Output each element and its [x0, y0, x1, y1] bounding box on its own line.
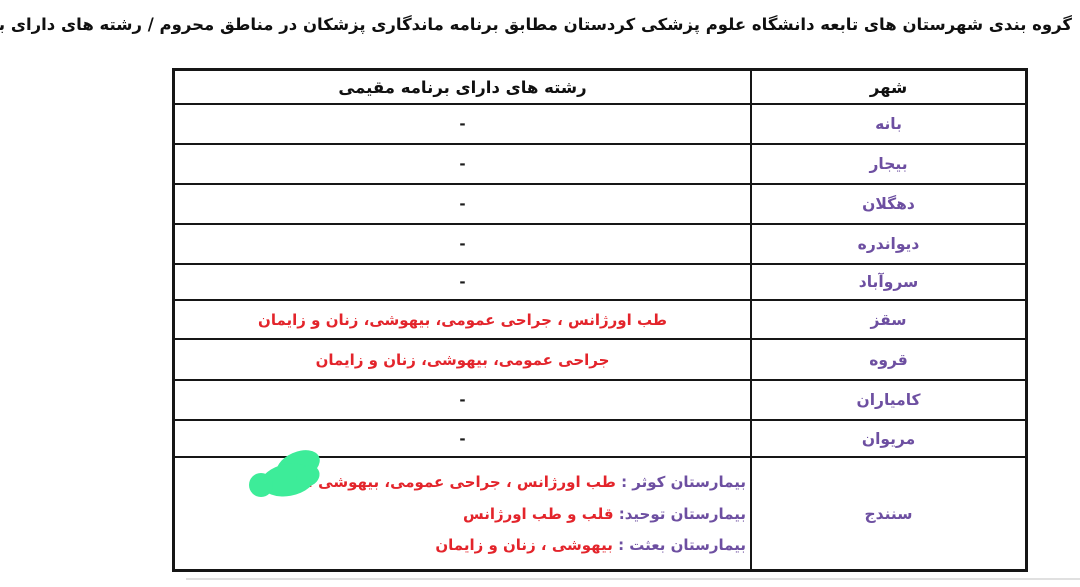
fields-value: طب اورژانس ، جراحی عمومی، بیهوشی، زنان و… — [258, 310, 667, 329]
city-cell: کامیاران — [752, 381, 1025, 419]
table-row-kamyaran: - کامیاران — [175, 381, 1025, 421]
city-name: دهگلان — [862, 195, 915, 213]
city-cell: بانه — [752, 105, 1025, 143]
hospital-fields: قلب و طب اورژانس — [462, 504, 614, 523]
fields-value: جراحی عمومی، بیهوشی، زنان و زایمان — [315, 350, 610, 369]
fields-cell: - — [175, 225, 752, 263]
hospital-line-tohid: بیمارستان توحید: قلب و طب اورژانس — [463, 505, 746, 523]
fields-value: - — [459, 391, 466, 409]
table-row-qorveh: جراحی عمومی، بیهوشی، زنان و زایمان قروه — [175, 340, 1025, 381]
city-name: سقز — [870, 310, 907, 329]
page-edge-shadow — [186, 578, 1080, 580]
table-row-sanandaj: بیمارستان کوثر : طب اورژانس ، جراحی عموم… — [175, 458, 1025, 569]
city-column-header: شهر — [752, 71, 1025, 103]
city-cell: سروآباد — [752, 265, 1025, 299]
city-cell: دهگلان — [752, 185, 1025, 223]
fields-value: - — [459, 195, 466, 213]
city-name: بیجار — [869, 155, 908, 173]
fields-value: - — [459, 155, 466, 173]
city-name: کامیاران — [856, 391, 921, 409]
table-header-row: رشته های دارای برنامه مقیمی شهر — [175, 71, 1025, 105]
hospital-name: بیمارستان بعثت : — [612, 535, 746, 554]
hospital-fields: بیهوشی ، زنان و زایمان — [435, 535, 613, 554]
hospital-line-kosar: بیمارستان کوثر : طب اورژانس ، جراحی عموم… — [297, 473, 746, 491]
city-name: دیواندره — [857, 235, 920, 253]
fields-header-label: رشته های دارای برنامه مقیمی — [338, 77, 587, 97]
fields-cell: بیمارستان کوثر : طب اورژانس ، جراحی عموم… — [175, 458, 752, 569]
programs-table: رشته های دارای برنامه مقیمی شهر - بانه -… — [172, 68, 1028, 572]
fields-column-header: رشته های دارای برنامه مقیمی — [175, 71, 752, 103]
city-name: مریوان — [861, 429, 916, 448]
city-cell: سقز — [752, 301, 1025, 338]
table-row-marivan: - مریوان — [175, 421, 1025, 458]
fields-cell: - — [175, 265, 752, 299]
table-row-saqqez: طب اورژانس ، جراحی عمومی، بیهوشی، زنان و… — [175, 301, 1025, 340]
page-title: گروه بندی شهرستان های تابعه دانشگاه علوم… — [0, 15, 1072, 34]
fields-cell: - — [175, 145, 752, 183]
city-cell: سنندج — [752, 458, 1025, 569]
city-cell: دیواندره — [752, 225, 1025, 263]
table-row-bijar: - بیجار — [175, 145, 1025, 185]
city-name: سروآباد — [858, 273, 919, 291]
fields-cell: طب اورژانس ، جراحی عمومی، بیهوشی، زنان و… — [175, 301, 752, 338]
fields-value: - — [459, 235, 466, 253]
city-name: سنندج — [864, 504, 913, 523]
hospital-line-besat: بیمارستان بعثت : بیهوشی ، زنان و زایمان — [435, 536, 746, 554]
hospital-name: بیمارستان توحید: — [613, 504, 746, 523]
table-row-sarvabad: - سروآباد — [175, 265, 1025, 301]
city-cell: قروه — [752, 340, 1025, 379]
city-header-label: شهر — [869, 77, 908, 97]
hospital-fields: طب اورژانس ، جراحی عمومی، بیهوشی ، ا — [296, 473, 616, 492]
fields-value: - — [459, 273, 466, 291]
fields-cell: - — [175, 421, 752, 456]
table-row-divandarreh: - دیواندره — [175, 225, 1025, 265]
city-cell: مریوان — [752, 421, 1025, 456]
fields-cell: - — [175, 105, 752, 143]
fields-value: - — [459, 115, 466, 133]
city-name: بانه — [875, 115, 902, 133]
fields-cell: جراحی عمومی، بیهوشی، زنان و زایمان — [175, 340, 752, 379]
fields-cell: - — [175, 185, 752, 223]
city-cell: بیجار — [752, 145, 1025, 183]
fields-value: - — [459, 429, 466, 448]
hospital-name: بیمارستان کوثر : — [615, 473, 746, 492]
fields-cell: - — [175, 381, 752, 419]
table-row-baneh: - بانه — [175, 105, 1025, 145]
table-row-dehgolan: - دهگلان — [175, 185, 1025, 225]
city-name: قروه — [869, 350, 908, 369]
